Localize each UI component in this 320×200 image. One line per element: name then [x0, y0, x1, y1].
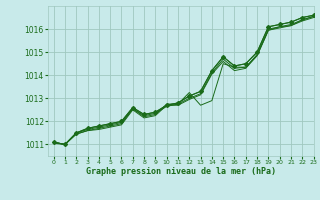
X-axis label: Graphe pression niveau de la mer (hPa): Graphe pression niveau de la mer (hPa)	[86, 167, 276, 176]
